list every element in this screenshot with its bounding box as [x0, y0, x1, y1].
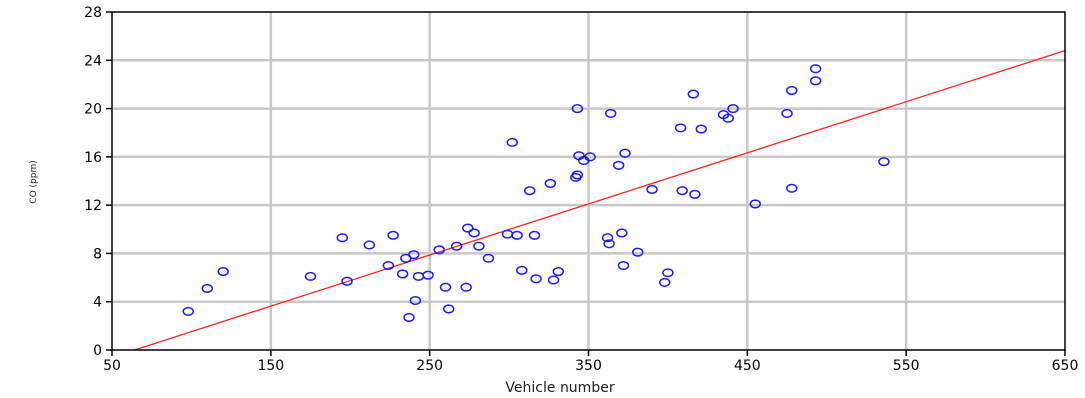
data-point — [304, 271, 317, 281]
data-point — [468, 228, 480, 238]
grid — [112, 12, 1065, 350]
data-point — [506, 137, 519, 147]
x-tick-label: 250 — [416, 358, 443, 374]
y-tick-label: 12 — [84, 198, 102, 214]
y-tick-label: 24 — [84, 53, 102, 69]
axis-ticks: 50 150 250 350 450 550 650 0 4 8 12 16 20 24 28 — [84, 5, 1078, 374]
y-tick-label: 28 — [84, 5, 102, 21]
data-point — [530, 274, 542, 284]
data-point — [695, 124, 708, 134]
y-tick-label: 16 — [84, 150, 102, 166]
data-point — [341, 276, 353, 286]
data-point — [450, 241, 463, 251]
data-point — [786, 183, 798, 193]
data-point — [722, 113, 735, 123]
data-point — [617, 260, 630, 271]
x-tick-label: 550 — [893, 358, 920, 374]
data-point — [603, 239, 615, 249]
data-point — [687, 89, 700, 99]
data-point — [439, 282, 452, 292]
y-tick-label: 8 — [93, 246, 102, 262]
data-point — [523, 186, 536, 196]
data-point — [336, 233, 349, 243]
data-point — [511, 230, 523, 240]
data-point — [781, 108, 793, 118]
data-point — [442, 304, 455, 314]
data-point — [604, 108, 617, 118]
data-points — [182, 64, 890, 322]
data-point — [422, 270, 434, 280]
data-point — [619, 148, 631, 158]
data-point — [460, 282, 472, 292]
data-point — [382, 260, 395, 271]
x-tick-label: 50 — [103, 358, 121, 374]
x-tick-label: 650 — [1052, 358, 1079, 374]
data-point — [528, 230, 541, 240]
data-point — [749, 199, 762, 209]
data-point — [482, 253, 495, 263]
y-tick-label: 20 — [84, 102, 102, 118]
data-point — [616, 228, 628, 238]
data-point — [409, 295, 422, 306]
data-point — [473, 241, 485, 251]
data-point — [462, 223, 474, 233]
data-point — [408, 250, 420, 260]
x-tick-label: 450 — [734, 358, 761, 374]
data-point — [363, 240, 376, 250]
y-tick-label: 4 — [93, 295, 102, 311]
data-point — [674, 123, 687, 133]
data-point — [516, 265, 528, 275]
x-tick-label: 350 — [575, 358, 602, 374]
data-point — [878, 157, 890, 167]
fit-line — [134, 50, 1066, 351]
data-point — [433, 245, 445, 255]
fit-line-layer — [134, 50, 1066, 351]
data-point — [727, 104, 739, 114]
data-point — [403, 312, 415, 322]
data-point — [182, 306, 194, 316]
data-point — [658, 277, 671, 287]
data-point — [396, 269, 409, 279]
data-point — [571, 170, 584, 180]
data-point — [631, 247, 644, 257]
y-tick-label: 0 — [93, 343, 102, 359]
data-point — [809, 76, 822, 86]
x-axis-label: Vehicle number — [505, 380, 614, 396]
data-point — [544, 178, 557, 188]
data-point — [662, 268, 674, 278]
data-point — [217, 266, 229, 277]
data-point — [201, 283, 214, 293]
data-point — [547, 275, 560, 285]
data-point — [809, 64, 822, 74]
data-point — [676, 186, 688, 196]
data-point — [646, 184, 658, 194]
data-point — [689, 189, 701, 199]
data-point — [552, 266, 565, 277]
data-point — [612, 160, 625, 170]
data-point — [786, 85, 798, 96]
data-point — [601, 233, 614, 243]
data-point — [584, 152, 596, 162]
y-axis-label: CO (ppm) — [29, 160, 39, 203]
data-point — [571, 104, 584, 114]
x-tick-label: 150 — [257, 358, 284, 374]
data-point — [387, 230, 399, 240]
